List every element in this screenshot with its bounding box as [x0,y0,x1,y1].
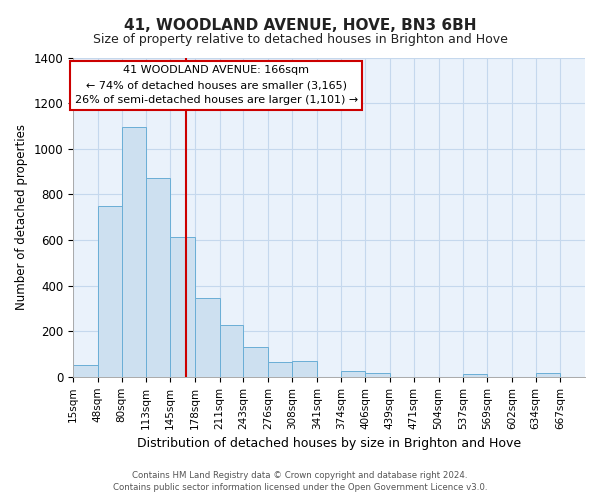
Bar [170,236,195,377]
Bar [73,366,98,377]
Bar [195,298,220,377]
Text: 41 WOODLAND AVENUE: 166sqm
← 74% of detached houses are smaller (3,165)
26% of s: 41 WOODLAND AVENUE: 166sqm ← 74% of deta… [75,66,358,105]
Bar [365,372,390,377]
Text: Contains HM Land Registry data © Crown copyright and database right 2024.
Contai: Contains HM Land Registry data © Crown c… [113,471,487,492]
Bar [122,127,146,377]
Y-axis label: Number of detached properties: Number of detached properties [15,124,28,310]
Bar [463,374,487,377]
Bar [292,361,317,377]
Bar [536,374,560,377]
Bar [98,206,122,377]
Bar [341,371,365,377]
Bar [146,178,170,377]
Text: 41, WOODLAND AVENUE, HOVE, BN3 6BH: 41, WOODLAND AVENUE, HOVE, BN3 6BH [124,18,476,32]
Bar [220,325,244,377]
Bar [268,362,292,377]
Text: Size of property relative to detached houses in Brighton and Hove: Size of property relative to detached ho… [92,32,508,46]
Bar [244,347,268,377]
X-axis label: Distribution of detached houses by size in Brighton and Hove: Distribution of detached houses by size … [137,437,521,450]
